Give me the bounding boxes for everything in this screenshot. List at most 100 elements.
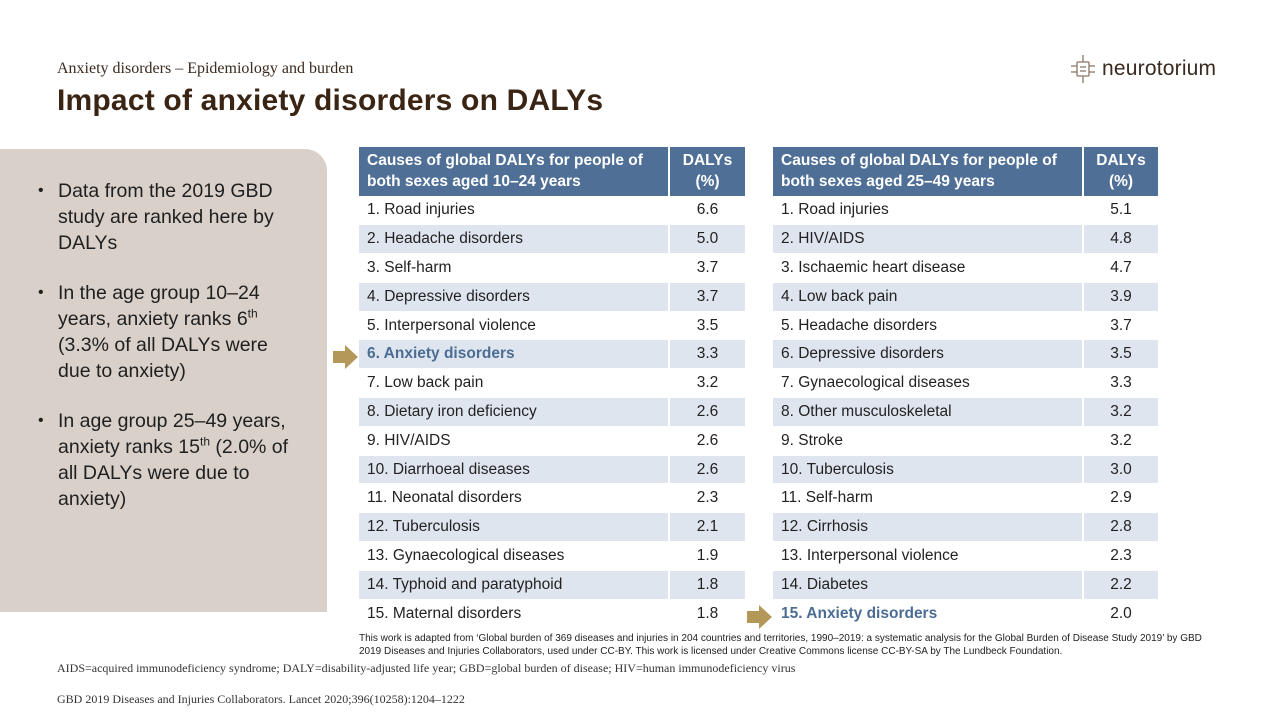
cause-cell: 7. Gynaecological diseases bbox=[773, 368, 1084, 398]
dalys-value-cell: 3.7 bbox=[669, 281, 745, 312]
bullet-text: Data from the 2019 GBD study are ranked … bbox=[58, 180, 274, 254]
table-row: 14. Typhoid and paratyphoid 1.8 bbox=[359, 569, 745, 600]
cause-cell: 9. Stroke bbox=[773, 425, 1084, 456]
table-row: 6. Depressive disorders 3.5 bbox=[773, 339, 1158, 369]
ordinal-suffix: th bbox=[200, 434, 211, 449]
highlight-arrow-icon bbox=[333, 345, 358, 369]
table-header-cause: Causes of global DALYs for people of bot… bbox=[773, 147, 1084, 196]
dalys-value-cell: 3.9 bbox=[1083, 281, 1158, 312]
dalys-value-cell: 3.2 bbox=[1083, 397, 1158, 427]
cause-cell: 3. Ischaemic heart disease bbox=[773, 253, 1084, 283]
bullet-item: • In age group 25–49 years, anxiety rank… bbox=[38, 408, 298, 512]
dalys-value-cell: 1.8 bbox=[669, 569, 745, 600]
cause-cell: 3. Self-harm bbox=[359, 253, 670, 283]
cause-cell: 13. Interpersonal violence bbox=[773, 541, 1084, 571]
cause-cell: 12. Cirrhosis bbox=[773, 512, 1084, 542]
cause-cell: 8. Other musculoskeletal bbox=[773, 397, 1084, 427]
cause-cell: 8. Dietary iron deficiency bbox=[359, 397, 670, 427]
dalys-value-cell: 3.7 bbox=[1083, 310, 1158, 340]
neuron-logo-icon bbox=[1071, 55, 1095, 83]
table-row: 15. Anxiety disorders 2.0 bbox=[773, 598, 1158, 628]
cause-cell: 6. Depressive disorders bbox=[773, 339, 1084, 369]
bullet-text: In age group 25–49 years, anxiety ranks … bbox=[58, 410, 286, 458]
attribution-note: This work is adapted from ‘Global burden… bbox=[359, 633, 1202, 657]
table-row: 1. Road injuries 5.1 bbox=[773, 195, 1158, 225]
cause-cell: 15. Maternal disorders bbox=[359, 598, 670, 628]
table-row: 7. Low back pain 3.2 bbox=[359, 368, 745, 398]
table-header-cause: Causes of global DALYs for people of bot… bbox=[359, 147, 670, 196]
dalys-value-cell: 3.5 bbox=[669, 310, 745, 340]
table-row: 1. Road injuries 6.6 bbox=[359, 195, 745, 225]
table-row: 5. Interpersonal violence 3.5 bbox=[359, 310, 745, 340]
cause-cell: 15. Anxiety disorders bbox=[773, 598, 1084, 628]
dalys-table-25-49: Causes of global DALYs for people of bot… bbox=[773, 147, 1158, 628]
dalys-value-cell: 5.0 bbox=[669, 224, 745, 254]
dalys-value-cell: 3.3 bbox=[1083, 368, 1158, 398]
logo-text: neurotorium bbox=[1102, 57, 1217, 80]
table-row: 10. Tuberculosis 3.0 bbox=[773, 454, 1158, 484]
cause-cell: 6. Anxiety disorders bbox=[359, 339, 670, 369]
table-row: 4. Low back pain 3.9 bbox=[773, 281, 1158, 312]
table-row: 9. Stroke 3.2 bbox=[773, 425, 1158, 456]
table-row: 6. Anxiety disorders 3.3 bbox=[359, 339, 745, 369]
table-body: 1. Road injuries 6.6 2. Headache disorders… bbox=[359, 195, 745, 628]
cause-cell: 5. Headache disorders bbox=[773, 310, 1084, 340]
bullet-dot-icon: • bbox=[38, 182, 44, 199]
dalys-table-10-24: Causes of global DALYs for people of bot… bbox=[359, 147, 745, 628]
dalys-value-cell: 2.2 bbox=[1083, 569, 1158, 600]
cause-cell: 5. Interpersonal violence bbox=[359, 310, 670, 340]
dalys-value-cell: 2.8 bbox=[1083, 512, 1158, 542]
dalys-value-cell: 2.6 bbox=[669, 425, 745, 456]
table-row: 8. Other musculoskeletal 3.2 bbox=[773, 397, 1158, 427]
cause-cell: 1. Road injuries bbox=[359, 195, 670, 225]
bullet-text-cont: (2.0% of all DALYs were due to anxiety) bbox=[58, 436, 289, 510]
table-row: 11. Neonatal disorders 2.3 bbox=[359, 483, 745, 513]
table-row: 8. Dietary iron deficiency 2.6 bbox=[359, 397, 745, 427]
table-row: 12. Tuberculosis 2.1 bbox=[359, 512, 745, 542]
dalys-value-cell: 3.3 bbox=[669, 339, 745, 369]
dalys-value-cell: 1.9 bbox=[669, 541, 745, 571]
cause-cell: 4. Depressive disorders bbox=[359, 281, 670, 312]
dalys-value-cell: 4.8 bbox=[1083, 224, 1158, 254]
table-row: 3. Self-harm 3.7 bbox=[359, 253, 745, 283]
table-row: 12. Cirrhosis 2.8 bbox=[773, 512, 1158, 542]
bullet-text-cont: (3.3% of all DALYs were due to anxiety) bbox=[58, 334, 268, 382]
cause-cell: 11. Neonatal disorders bbox=[359, 483, 670, 513]
bullet-list: • Data from the 2019 GBD study are ranke… bbox=[38, 178, 298, 536]
cause-cell: 11. Self-harm bbox=[773, 483, 1084, 513]
table-header-dalys: DALYs (%) bbox=[669, 147, 745, 196]
dalys-value-cell: 2.9 bbox=[1083, 483, 1158, 513]
neurotorium-logo[interactable]: neurotorium bbox=[1070, 54, 1216, 84]
table-row: 10. Diarrhoeal diseases 2.6 bbox=[359, 454, 745, 484]
bullet-item: • Data from the 2019 GBD study are ranke… bbox=[38, 178, 298, 256]
dalys-value-cell: 6.6 bbox=[669, 195, 745, 225]
section-subtitle: Anxiety disorders – Epidemiology and bur… bbox=[57, 60, 354, 77]
dalys-value-cell: 3.2 bbox=[1083, 425, 1158, 456]
table-row: 13. Interpersonal violence 2.3 bbox=[773, 541, 1158, 571]
dalys-value-cell: 2.0 bbox=[1083, 598, 1158, 628]
bullet-dot-icon: • bbox=[38, 412, 44, 429]
table-body: 1. Road injuries 5.1 2. HIV/AIDS 4.8 3. Isch… bbox=[773, 195, 1158, 628]
dalys-value-cell: 3.2 bbox=[669, 368, 745, 398]
cause-cell: 1. Road injuries bbox=[773, 195, 1084, 225]
table-header-dalys: DALYs (%) bbox=[1083, 147, 1158, 196]
dalys-value-cell: 1.8 bbox=[669, 598, 745, 628]
side-panel bbox=[0, 149, 327, 612]
page-title: Impact of anxiety disorders on DALYs bbox=[57, 84, 604, 117]
dalys-value-cell: 2.6 bbox=[669, 397, 745, 427]
cause-cell: 13. Gynaecological diseases bbox=[359, 541, 670, 571]
arrow-shape bbox=[747, 605, 772, 629]
dalys-value-cell: 3.5 bbox=[1083, 339, 1158, 369]
table-row: 3. Ischaemic heart disease 4.7 bbox=[773, 253, 1158, 283]
cause-cell: 7. Low back pain bbox=[359, 368, 670, 398]
dalys-value-cell: 2.3 bbox=[1083, 541, 1158, 571]
cause-cell: 4. Low back pain bbox=[773, 281, 1084, 312]
cause-cell: 10. Tuberculosis bbox=[773, 454, 1084, 484]
table-row: 2. Headache disorders 5.0 bbox=[359, 224, 745, 254]
dalys-value-cell: 3.7 bbox=[669, 253, 745, 283]
cause-cell: 14. Typhoid and paratyphoid bbox=[359, 569, 670, 600]
cause-cell: 2. HIV/AIDS bbox=[773, 224, 1084, 254]
arrow-shape bbox=[333, 345, 358, 369]
cause-cell: 14. Diabetes bbox=[773, 569, 1084, 600]
cause-cell: 2. Headache disorders bbox=[359, 224, 670, 254]
